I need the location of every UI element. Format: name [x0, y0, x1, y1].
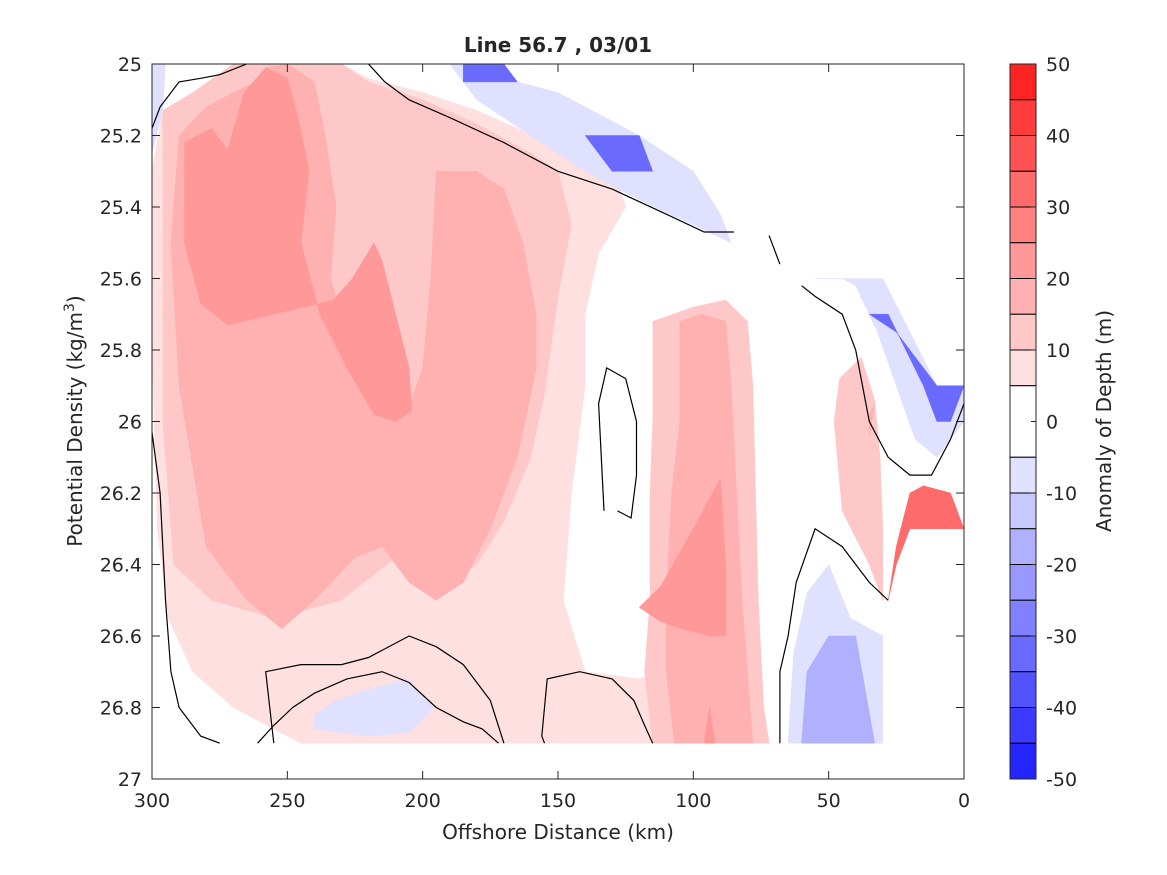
colorbar-tick-label: 10 [1046, 340, 1070, 362]
y-tick-label: 25.8 [100, 340, 142, 362]
y-axis-label-sup: 3 [62, 303, 78, 312]
contour-region [184, 67, 413, 422]
y-tick-label: 25.6 [100, 269, 142, 291]
colorbar-tick-label: -40 [1046, 698, 1077, 720]
y-tick-label: 25 [118, 54, 142, 76]
contour-fill-group [152, 64, 964, 744]
colorbar-band [1009, 671, 1037, 708]
zero-contour-line [541, 671, 654, 744]
contour-region [703, 707, 716, 744]
contour-region [868, 313, 964, 422]
zero-contour-line [257, 671, 499, 744]
colorbar-band [1009, 742, 1037, 780]
zero-contour-line [801, 285, 964, 476]
zero-contour-line [152, 432, 220, 744]
y-tick-label: 25.4 [100, 197, 142, 219]
x-tick-label: 200 [405, 790, 441, 812]
y-tick-label: 26.2 [100, 483, 142, 505]
x-axis-label: Offshore Distance (km) [442, 820, 674, 844]
colorbar-tick-label: 30 [1046, 197, 1070, 219]
colorbar-band [1009, 313, 1037, 351]
y-axis-label-close: ) [63, 295, 87, 303]
contour-region [801, 635, 875, 744]
contour-region [887, 485, 964, 601]
x-tick-label: 150 [540, 790, 576, 812]
y-tick-label: 26.4 [100, 555, 142, 577]
x-tick-label: 250 [269, 790, 305, 812]
colorbar-band [1009, 99, 1037, 136]
x-tick-label: 0 [958, 790, 970, 812]
colorbar-band [1009, 349, 1037, 387]
colorbar-band [1009, 278, 1037, 315]
colorbar-band [1009, 492, 1037, 530]
zero-contour-line [768, 235, 781, 265]
colorbar-tick-label: 0 [1046, 412, 1058, 434]
colorbar-tick-label: -50 [1046, 769, 1077, 791]
colorbar-tick-label: 20 [1046, 269, 1070, 291]
colorbar-band [1009, 456, 1037, 494]
colorbar-band [1009, 528, 1037, 565]
chart-title: Line 56.7 , 03/01 [464, 33, 652, 57]
zero-contour-line [597, 366, 638, 519]
y-axis-label-main: Potential Density (kg/m [63, 312, 87, 547]
contour-region [152, 64, 166, 154]
colorbar-band [1009, 564, 1037, 601]
colorbar-tick-label: -30 [1046, 626, 1077, 648]
colorbar-band [1009, 135, 1037, 172]
colorbar-band [1009, 206, 1037, 244]
colorbar-band [1009, 707, 1037, 744]
contour-region [869, 403, 875, 436]
colorbar-band [1009, 170, 1037, 208]
y-tick-label: 26 [118, 412, 142, 434]
y-tick-label: 26.6 [100, 626, 142, 648]
colorbar-label: Anomaly of Depth (m) [1092, 310, 1116, 532]
x-tick-label: 50 [817, 790, 841, 812]
x-tick-label: 300 [134, 790, 170, 812]
contour-region [638, 477, 727, 637]
zero-contour-group [152, 64, 964, 744]
colorbar-tick-label: -10 [1046, 483, 1077, 505]
colorbar-band [1009, 242, 1037, 279]
colorbar-tick-label: 50 [1046, 54, 1070, 76]
x-axis: 300 250 200 150 100 50 0 [134, 64, 970, 812]
y-axis-label: Potential Density (kg/m3) [62, 295, 87, 546]
zero-contour-line [265, 635, 505, 744]
y-tick-label: 27 [118, 769, 142, 791]
colorbar: 50 40 30 20 10 0 -10 -20 -30 -40 -50 [1009, 54, 1077, 791]
y-tick-label: 25.2 [100, 126, 142, 148]
colorbar-tick-label: 40 [1046, 126, 1070, 148]
colorbar-band [1009, 599, 1037, 637]
contour-region [463, 64, 518, 83]
x-tick-label: 100 [675, 790, 711, 812]
contour-region [314, 678, 434, 737]
contour-region [584, 135, 654, 172]
colorbar-band [1009, 635, 1037, 673]
y-axis: 25 25.2 25.4 25.6 25.8 26 26.2 26.4 26.6 26.8 27 [100, 54, 964, 791]
y-tick-label: 26.8 [100, 698, 142, 720]
zero-contour-line [368, 64, 734, 233]
zero-contour-line [152, 64, 247, 129]
colorbar-band [1009, 63, 1037, 101]
zero-contour-line [779, 527, 889, 744]
colorbar-tick-label: -20 [1046, 555, 1077, 577]
contour-region [449, 64, 732, 244]
